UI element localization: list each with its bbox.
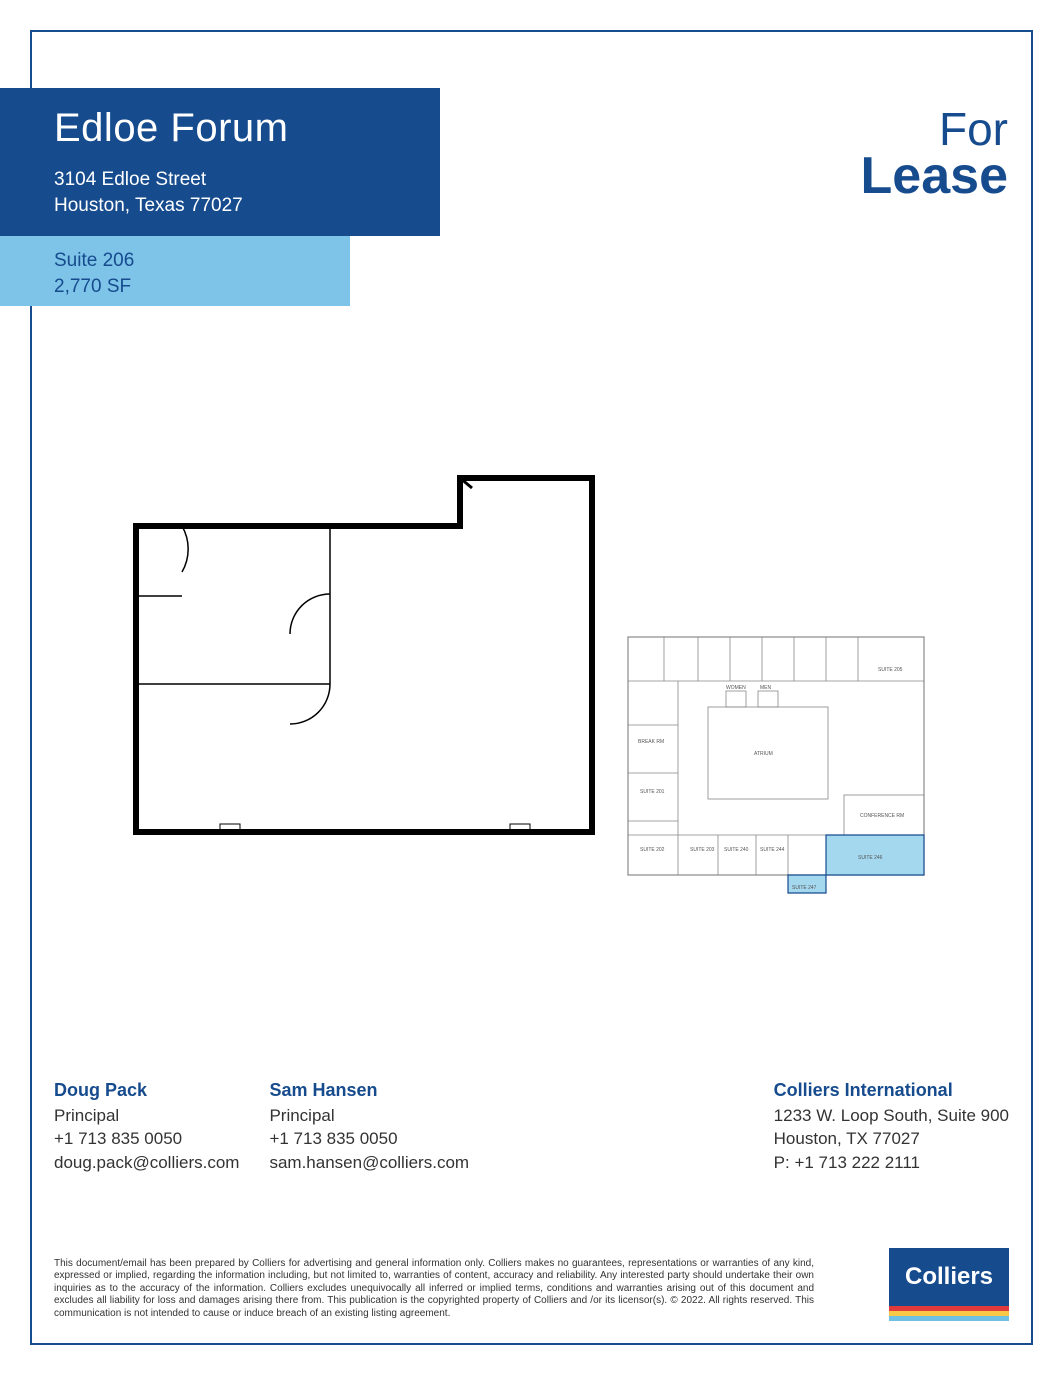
address-line-2: Houston, Texas 77027 bbox=[54, 193, 440, 219]
svg-text:MEN: MEN bbox=[760, 685, 772, 691]
offering-line-1: For bbox=[861, 105, 1008, 153]
company-block: Colliers International 1233 W. Loop Sout… bbox=[774, 1078, 1009, 1175]
contact-block: Sam Hansen Principal +1 713 835 0050 sam… bbox=[269, 1078, 469, 1175]
disclaimer-text: This document/email has been prepared by… bbox=[54, 1258, 814, 1321]
svg-text:ATRIUM: ATRIUM bbox=[754, 751, 773, 757]
contact-title: Principal bbox=[54, 1104, 239, 1128]
logo-text: Colliers bbox=[889, 1248, 1009, 1306]
contact-phone: +1 713 835 0050 bbox=[54, 1127, 239, 1151]
address-line-1: 3104 Edloe Street bbox=[54, 167, 440, 193]
suite-info-block: Suite 206 2,770 SF bbox=[0, 236, 350, 306]
company-phone: P: +1 713 222 2111 bbox=[774, 1151, 1009, 1175]
svg-text:SUITE 246: SUITE 246 bbox=[858, 855, 883, 861]
company-address-1: 1233 W. Loop South, Suite 900 bbox=[774, 1104, 1009, 1128]
svg-text:SUITE 240: SUITE 240 bbox=[724, 847, 749, 853]
svg-text:SUITE 247: SUITE 247 bbox=[792, 885, 817, 891]
svg-text:SUITE 201: SUITE 201 bbox=[640, 789, 665, 795]
contacts-row: Doug Pack Principal +1 713 835 0050 doug… bbox=[54, 1078, 1009, 1175]
svg-text:BREAK RM: BREAK RM bbox=[638, 739, 664, 745]
svg-text:SUITE 202: SUITE 202 bbox=[640, 847, 665, 853]
contact-title: Principal bbox=[269, 1104, 469, 1128]
key-plan: SUITE 205 WOMEN MEN BREAK RM ATRIUM SUIT… bbox=[626, 635, 926, 903]
suite-size: 2,770 SF bbox=[54, 274, 350, 300]
company-address-2: Houston, TX 77027 bbox=[774, 1127, 1009, 1151]
offering-line-2: Lease bbox=[861, 149, 1008, 204]
contact-email: doug.pack@colliers.com bbox=[54, 1151, 239, 1175]
contact-name: Doug Pack bbox=[54, 1078, 239, 1103]
contact-phone: +1 713 835 0050 bbox=[269, 1127, 469, 1151]
svg-text:CONFERENCE RM: CONFERENCE RM bbox=[860, 813, 904, 819]
contact-name: Sam Hansen bbox=[269, 1078, 469, 1103]
suite-label: Suite 206 bbox=[54, 248, 350, 274]
svg-text:SUITE 203: SUITE 203 bbox=[690, 847, 715, 853]
svg-text:WOMEN: WOMEN bbox=[726, 685, 746, 691]
header-title-block: Edloe Forum 3104 Edloe Street Houston, T… bbox=[0, 88, 440, 236]
floor-plan bbox=[130, 474, 600, 838]
svg-text:SUITE 244: SUITE 244 bbox=[760, 847, 785, 853]
company-name: Colliers International bbox=[774, 1078, 1009, 1103]
property-name: Edloe Forum bbox=[54, 106, 440, 151]
colliers-logo: Colliers bbox=[889, 1248, 1009, 1320]
contact-block: Doug Pack Principal +1 713 835 0050 doug… bbox=[54, 1078, 239, 1175]
offering-type: For Lease bbox=[861, 105, 1008, 204]
svg-text:SUITE 205: SUITE 205 bbox=[878, 667, 903, 673]
contact-email: sam.hansen@colliers.com bbox=[269, 1151, 469, 1175]
logo-stripe bbox=[889, 1316, 1009, 1321]
